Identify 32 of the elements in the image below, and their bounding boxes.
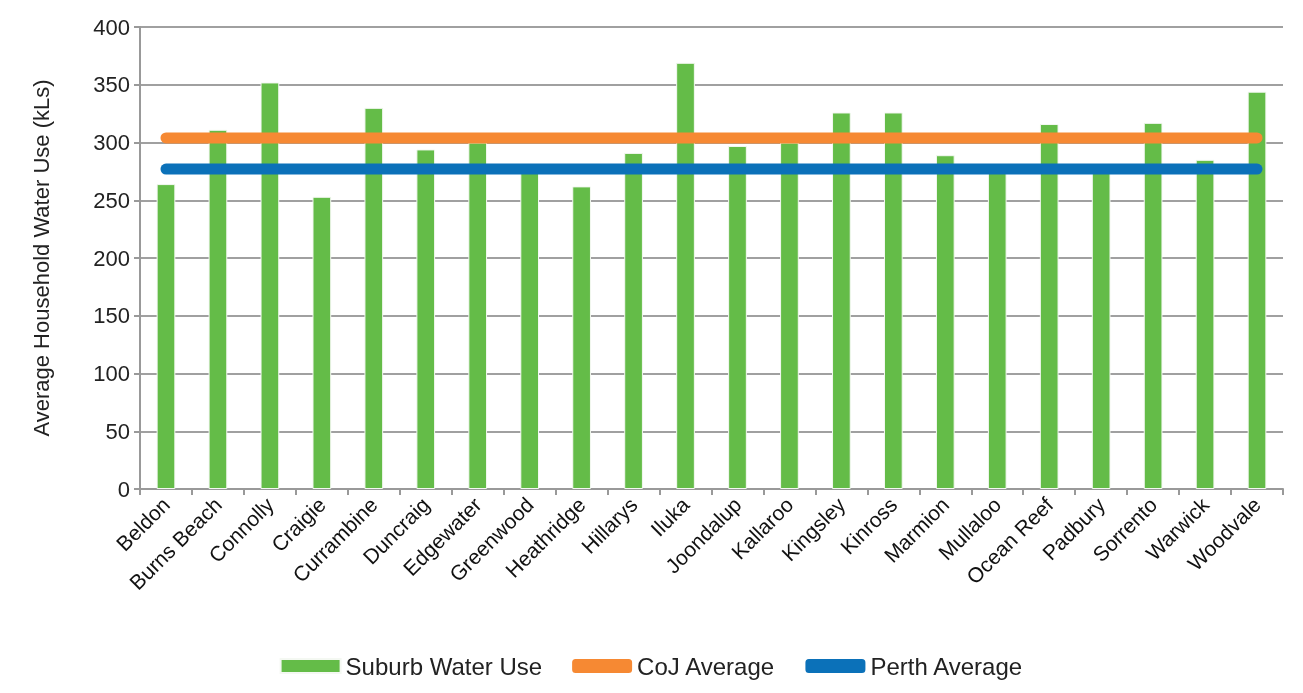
bar [676, 62, 695, 489]
y-tick-label: 0 [117, 476, 130, 502]
bar [1247, 91, 1267, 489]
y-tick-label: 150 [93, 303, 130, 329]
y-tick-label: 100 [93, 361, 130, 386]
y-axis-title: Average Household Water Use (kLs) [28, 79, 54, 437]
bar [416, 149, 436, 489]
bar [208, 129, 228, 489]
y-tick-label: 400 [93, 14, 130, 40]
bar [728, 145, 747, 489]
y-tick-label: 50 [105, 418, 130, 444]
bar [883, 112, 903, 489]
y-tick-label: 300 [93, 130, 130, 155]
y-tick-label: 250 [93, 187, 130, 213]
legend-label: Perth Average [870, 652, 1023, 680]
bar [1039, 124, 1059, 489]
y-tick-label: 350 [93, 72, 130, 98]
bar [832, 112, 851, 489]
bar [624, 152, 643, 489]
bar [935, 155, 955, 489]
bar [572, 186, 591, 489]
bar [312, 196, 332, 489]
bar [364, 107, 384, 489]
bar [780, 142, 799, 489]
bar [468, 142, 488, 489]
legend-label: Suburb Water Use [345, 652, 543, 680]
y-tick-label: 200 [93, 245, 130, 271]
bar [260, 82, 280, 489]
bar [156, 184, 176, 489]
bar [1195, 159, 1215, 489]
legend-label: CoJ Average [637, 652, 775, 680]
bar [1143, 122, 1163, 489]
